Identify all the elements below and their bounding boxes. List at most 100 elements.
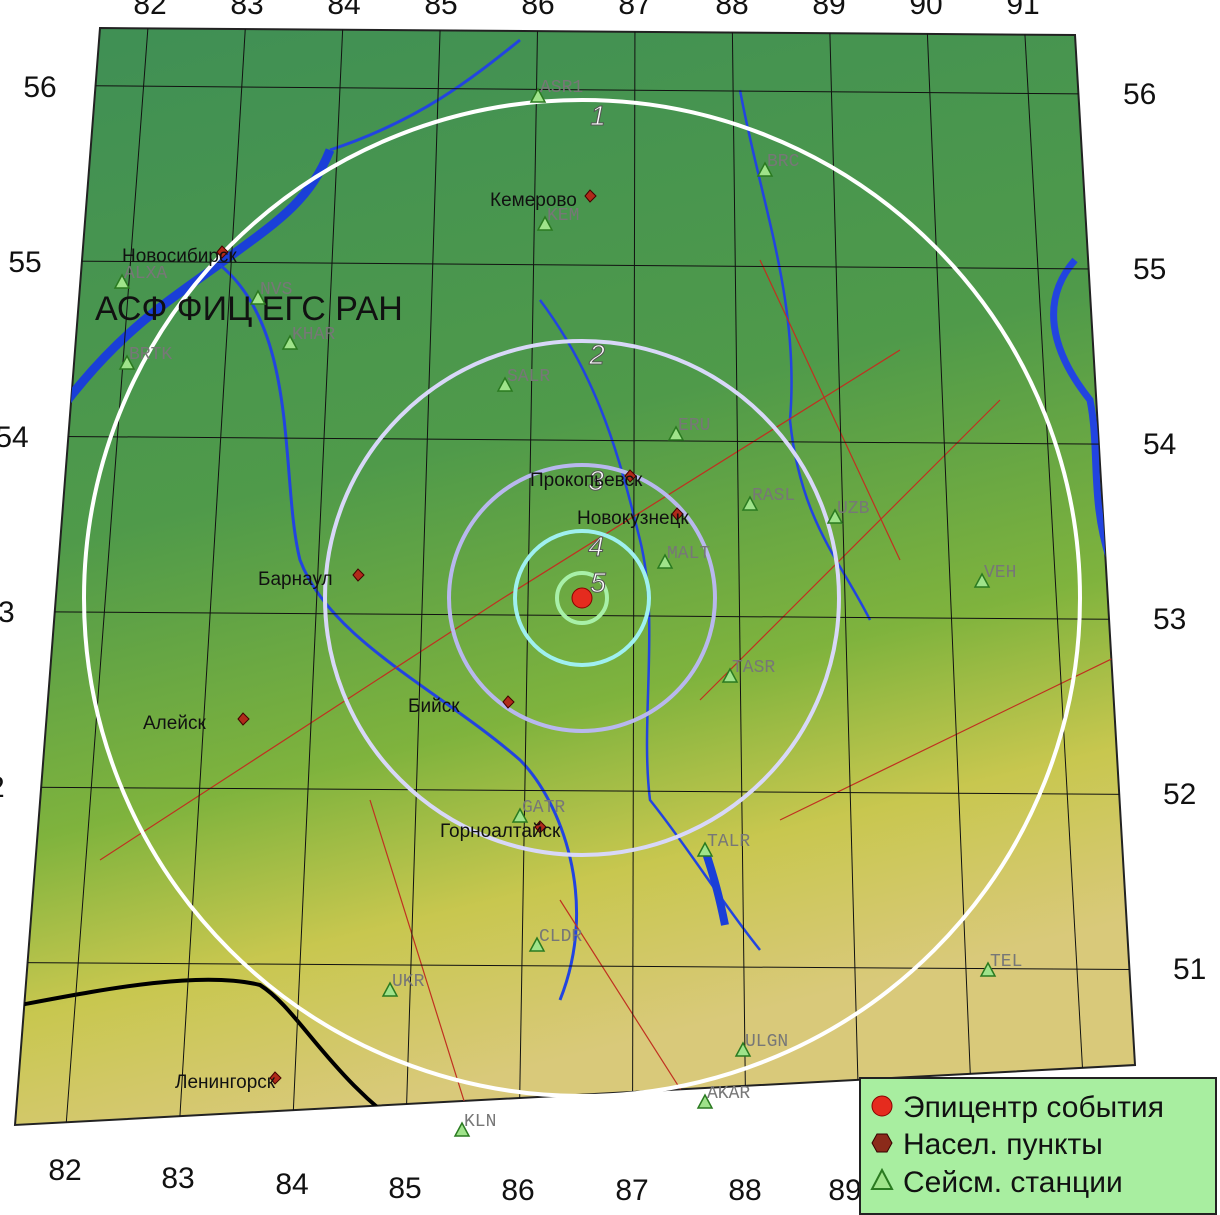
station-marker	[696, 1093, 714, 1109]
city-marker	[671, 507, 684, 521]
station-label: CLDR	[539, 927, 582, 947]
station-label: GATR	[522, 798, 565, 818]
lon-label: 89	[812, 0, 845, 21]
lat-label: 51	[1173, 953, 1206, 986]
station-marker	[826, 508, 844, 524]
lat-label: 56	[23, 71, 56, 104]
legend-city-icon	[871, 1133, 893, 1153]
city-label: Горноалтайск	[440, 821, 561, 842]
legend-label: Насел. пункты	[903, 1128, 1103, 1161]
lon-label: 91	[1006, 0, 1039, 21]
station-label: VEH	[984, 563, 1016, 583]
station-label: TASR	[732, 658, 775, 678]
map-features	[19, 38, 1131, 1125]
city-marker	[269, 1071, 282, 1085]
lat-label: 53	[1153, 603, 1186, 636]
city-marker	[352, 568, 365, 582]
lat-label: 53	[0, 596, 15, 629]
station-label: ERU	[678, 416, 710, 436]
station-marker	[249, 289, 267, 305]
station-label: KHAR	[292, 325, 335, 345]
river	[219, 263, 579, 1001]
station-marker	[381, 981, 399, 997]
legend-station-icon	[870, 1167, 894, 1190]
legend-epicenter-icon	[871, 1095, 893, 1117]
parallel	[15, 962, 1135, 971]
fault	[99, 349, 901, 861]
city-marker	[216, 245, 229, 259]
meridian	[828, 28, 860, 1125]
distance-ring	[513, 529, 651, 667]
station-marker	[453, 1121, 471, 1137]
station-marker	[741, 495, 759, 511]
ring-label: 1	[590, 100, 606, 131]
legend-label: Эпицентр события	[903, 1091, 1164, 1124]
station-marker	[973, 572, 991, 588]
meridian	[64, 28, 151, 1125]
meridian	[925, 28, 974, 1125]
city-label: Барнаул	[258, 569, 333, 590]
city-label: Новосибирск	[122, 246, 237, 267]
station-label: MALT	[667, 544, 710, 564]
station-label: UZB	[837, 499, 870, 519]
distance-ring	[555, 571, 609, 625]
meridian	[731, 28, 747, 1125]
river	[538, 299, 761, 951]
lat-label: 52	[0, 771, 5, 804]
station-marker	[696, 841, 714, 857]
station-label: ALXA	[124, 264, 167, 284]
city-label: Алейск	[143, 713, 206, 734]
epicenter	[571, 587, 593, 609]
lon-label: 83	[230, 0, 263, 21]
parallel	[15, 84, 1135, 96]
distance-ring	[447, 463, 717, 733]
parallel	[15, 260, 1135, 271]
parallel	[15, 435, 1135, 446]
parallel	[15, 786, 1135, 796]
station-label: AKAR	[707, 1084, 750, 1104]
station-marker	[113, 273, 131, 289]
lon-label: 88	[715, 0, 748, 21]
station-marker	[536, 215, 554, 231]
station-marker	[721, 667, 739, 683]
meridian	[291, 28, 345, 1125]
reservoir	[56, 148, 335, 413]
station-label: NVS	[260, 280, 292, 300]
station-label: UKR	[392, 972, 425, 992]
ring-label: 5	[590, 567, 606, 598]
meridian	[1022, 28, 1087, 1125]
station-marker	[528, 936, 546, 952]
station-label: ASR1	[540, 78, 583, 98]
lat-label: 52	[1163, 778, 1196, 811]
station-label: TEL	[990, 952, 1022, 972]
station-marker	[529, 87, 547, 103]
meridian	[405, 28, 442, 1125]
station-label: SALR	[507, 367, 550, 387]
meridian	[178, 28, 248, 1125]
river	[1050, 257, 1114, 562]
lon-label: 84	[327, 0, 360, 21]
lon-label: 84	[275, 1168, 308, 1201]
city-marker	[237, 712, 250, 726]
station-label: ULGN	[745, 1032, 788, 1052]
distance-rings	[82, 98, 1082, 1098]
station-marker	[496, 376, 514, 392]
lon-label: 82	[48, 1154, 81, 1187]
station-marker	[656, 553, 674, 569]
lon-label: 82	[133, 0, 166, 21]
station-marker	[734, 1041, 752, 1057]
legend: Эпицентр события Насел. пункты Сейсм. ст…	[859, 1077, 1217, 1215]
meridian	[518, 28, 539, 1125]
lon-label: 87	[618, 0, 651, 21]
lat-label: 54	[0, 421, 29, 454]
station-marker	[118, 354, 136, 370]
distance-ring	[323, 339, 841, 857]
city-marker	[534, 820, 547, 834]
lat-label: 55	[8, 246, 41, 279]
station-label: TALR	[707, 832, 750, 852]
city-label: Бийск	[408, 696, 460, 717]
lon-label: 86	[521, 0, 554, 21]
station-marker	[756, 161, 774, 177]
